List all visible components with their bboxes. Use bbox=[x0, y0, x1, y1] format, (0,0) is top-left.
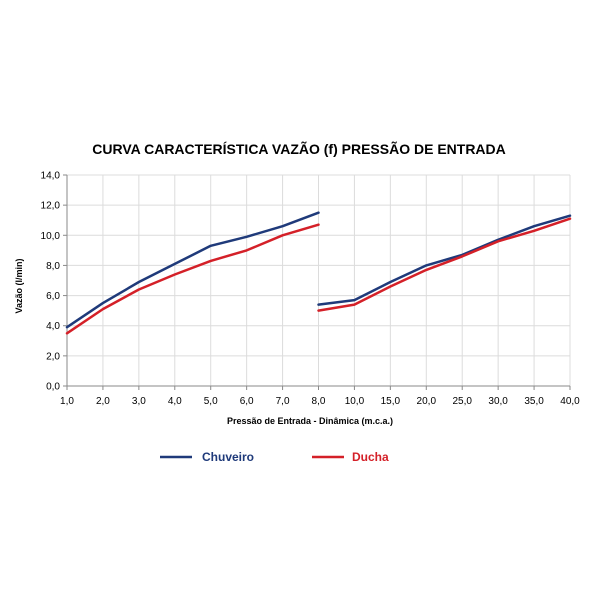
y-tick-label: 10,0 bbox=[41, 231, 61, 242]
x-tick-label: 25,0 bbox=[452, 396, 472, 407]
y-tick-label: 4,0 bbox=[46, 321, 60, 332]
series-line-ducha-segment-1 bbox=[65, 223, 320, 335]
x-tick-label: 6,0 bbox=[240, 396, 254, 407]
y-tick-labels: 0,0 2,0 4,0 6,0 8,0 10,0 12,0 14,0 bbox=[41, 171, 61, 393]
x-tick-labels: 1,0 2,0 3,0 4,0 5,0 6,0 7,0 8,0 10,0 15,0 20,0 25,0… bbox=[60, 396, 580, 407]
x-tick-label: 7,0 bbox=[276, 396, 290, 407]
series-line-ducha-segment-2 bbox=[317, 217, 572, 312]
x-tick-label: 30,0 bbox=[488, 396, 508, 407]
x-tick-label: 2,0 bbox=[96, 396, 110, 407]
y-tick-label: 0,0 bbox=[46, 382, 60, 393]
grid bbox=[67, 174, 571, 386]
x-tick-label: 3,0 bbox=[132, 396, 146, 407]
axes bbox=[63, 174, 571, 390]
y-tick-label: 2,0 bbox=[46, 351, 60, 362]
x-tick-label: 40,0 bbox=[560, 396, 580, 407]
y-axis-label: Vazão (l/min) bbox=[14, 258, 24, 313]
y-tick-label: 8,0 bbox=[46, 261, 60, 272]
legend-label-chuveiro: Chuveiro bbox=[202, 450, 254, 464]
x-axis-label: Pressão de Entrada - Dinâmica (m.c.a.) bbox=[227, 416, 393, 426]
y-tick-label: 6,0 bbox=[46, 291, 60, 302]
x-tick-label: 8,0 bbox=[312, 396, 326, 407]
legend-item-ducha: Ducha bbox=[312, 450, 389, 464]
legend-item-chuveiro: Chuveiro bbox=[160, 450, 254, 464]
chart-title: CURVA CARACTERÍSTICA VAZÃO (f) PRESSÃO D… bbox=[92, 140, 506, 157]
legend: Chuveiro Ducha bbox=[160, 450, 389, 464]
series-lines bbox=[65, 211, 572, 335]
x-tick-label: 15,0 bbox=[381, 396, 401, 407]
x-tick-label: 5,0 bbox=[204, 396, 218, 407]
legend-label-ducha: Ducha bbox=[352, 450, 389, 464]
x-tick-label: 35,0 bbox=[524, 396, 544, 407]
x-tick-label: 10,0 bbox=[345, 396, 365, 407]
y-tick-label: 14,0 bbox=[41, 171, 61, 182]
series-line-chuveiro-segment-2 bbox=[317, 214, 572, 306]
y-tick-label: 12,0 bbox=[41, 201, 61, 212]
series-line-chuveiro-segment-1 bbox=[65, 211, 320, 329]
x-tick-label: 4,0 bbox=[168, 396, 182, 407]
x-tick-label: 20,0 bbox=[417, 396, 437, 407]
x-tick-label: 1,0 bbox=[60, 396, 74, 407]
